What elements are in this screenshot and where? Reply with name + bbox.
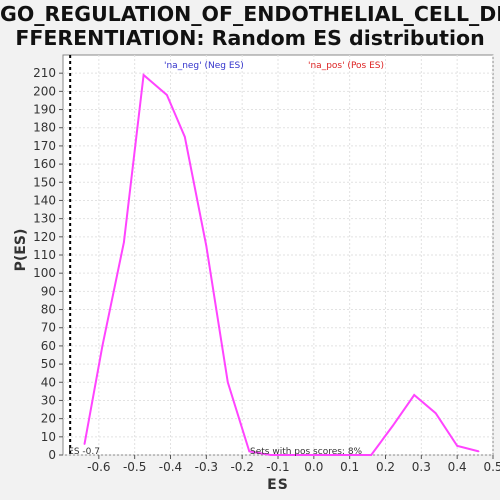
x-tick-label: 0.1 — [340, 460, 359, 474]
x-tick-label: -0.2 — [230, 460, 253, 474]
data-point — [413, 394, 415, 396]
x-tick-label: -0.5 — [123, 460, 146, 474]
series-line — [83, 73, 479, 456]
legend-neg: 'na_neg' (Neg ES) — [164, 61, 244, 71]
data-point — [83, 443, 86, 445]
data-point — [356, 454, 358, 456]
data-point — [313, 454, 315, 456]
y-axis-ticks: 0 10 20 30 40 50 60 70 80 90 100 110 120 130 140 150 160… — [33, 66, 63, 462]
x-axis-ticks: -0.6 -0.5 -0.4 -0.3 -0.2 -0.1 0.0 0.1 0.2 0.3 0.4 0… — [87, 455, 500, 474]
y-tick-label: 130 — [33, 212, 56, 226]
y-tick-label: 120 — [33, 230, 56, 244]
y-tick-label: 20 — [41, 412, 56, 426]
grid — [63, 55, 494, 456]
data-point — [370, 454, 372, 456]
data-point — [248, 450, 251, 453]
x-tick-label: 0.5 — [483, 460, 500, 474]
data-point — [391, 425, 394, 427]
y-tick-label: 30 — [41, 393, 56, 407]
series-layer — [83, 73, 480, 456]
y-tick-label: 210 — [33, 66, 56, 80]
data-point — [123, 241, 125, 244]
es-marker-label: ES -0.7 — [68, 447, 100, 457]
x-tick-label: -0.1 — [266, 460, 289, 474]
data-point — [291, 454, 294, 456]
data-point — [142, 74, 145, 76]
data-point — [184, 136, 186, 138]
y-tick-label: 140 — [33, 193, 56, 207]
y-tick-label: 100 — [33, 266, 56, 280]
y-tick-label: 150 — [33, 175, 56, 189]
y-tick-label: 40 — [41, 375, 56, 389]
data-point — [334, 454, 337, 456]
chart-title-line1: GO_REGULATION_OF_ENDOTHELIAL_CELL_DI — [0, 2, 500, 26]
x-tick-label: 0.2 — [376, 460, 395, 474]
y-tick-label: 180 — [33, 121, 56, 135]
data-point — [166, 94, 168, 96]
data-point — [101, 345, 104, 347]
y-tick-label: 60 — [41, 339, 56, 353]
pos-scores-annotation: Sets with pos scores: 8% — [250, 447, 363, 457]
y-tick-label: 80 — [41, 303, 56, 317]
y-tick-label: 50 — [41, 357, 56, 371]
chart-title-line2: FFERENTIATION: Random ES distribution — [15, 26, 485, 50]
data-point — [477, 450, 480, 453]
y-tick-label: 90 — [41, 284, 56, 298]
x-axis-label: ES — [267, 477, 289, 493]
y-axis-label: P(ES) — [13, 228, 29, 272]
x-tick-label: -0.6 — [87, 460, 110, 474]
y-tick-label: 0 — [48, 448, 56, 462]
y-tick-label: 10 — [41, 430, 56, 444]
data-point — [227, 381, 229, 384]
x-tick-label: 0.4 — [448, 460, 467, 474]
chart-title: GO_REGULATION_OF_ENDOTHELIAL_CELL_DI FFE… — [0, 2, 500, 50]
y-tick-label: 70 — [41, 321, 56, 335]
y-tick-label: 110 — [33, 248, 56, 262]
legend-pos: 'na_pos' (Pos ES) — [308, 61, 384, 71]
data-point — [270, 454, 272, 456]
y-tick-label: 190 — [33, 103, 56, 117]
data-point — [456, 445, 458, 447]
y-tick-label: 160 — [33, 157, 56, 171]
data-point — [434, 412, 437, 414]
x-tick-label: 0.0 — [304, 460, 323, 474]
x-tick-label: -0.4 — [159, 460, 182, 474]
x-tick-label: 0.3 — [412, 460, 431, 474]
y-tick-label: 170 — [33, 139, 56, 153]
y-tick-label: 200 — [33, 84, 56, 98]
x-tick-label: -0.3 — [195, 460, 218, 474]
data-point — [205, 245, 208, 247]
